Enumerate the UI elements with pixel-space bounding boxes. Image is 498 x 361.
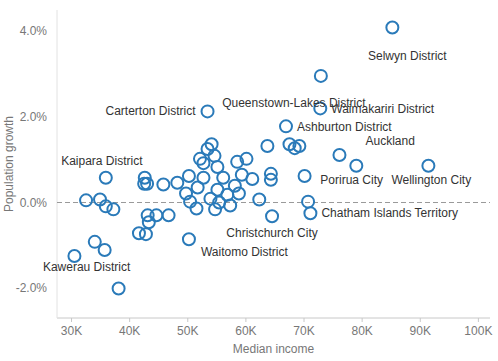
point (265, 168, 277, 180)
point (100, 200, 112, 212)
point (240, 153, 252, 165)
point-label: Waimakariri District (331, 102, 435, 116)
x-tick-label: 40K (119, 324, 140, 338)
point (157, 179, 169, 191)
point (224, 199, 236, 211)
point-label: Christchurch City (226, 226, 317, 240)
point (206, 138, 218, 150)
y-tick-label: 4.0% (20, 24, 48, 38)
chart: 30K 40K 50K 60K 70K 80K 90K 100K -2.0% 0.0% 2.0% 4.… (0, 0, 498, 361)
point-label: Ashburton District (297, 120, 392, 134)
x-tick (71, 318, 72, 322)
point (202, 105, 214, 117)
point (100, 172, 112, 184)
point (266, 210, 278, 222)
point (197, 172, 209, 184)
x-tick-label: 100K (464, 324, 492, 338)
x-tick-label: 60K (235, 324, 256, 338)
chart-container: 30K 40K 50K 60K 70K 80K 90K 100K -2.0% 0.0% 2.0% 4.… (0, 0, 498, 361)
point (315, 70, 327, 82)
point (163, 209, 175, 221)
point (141, 178, 153, 190)
x-tick (245, 318, 246, 322)
point (217, 172, 229, 184)
y-axis-title: Population growth (2, 116, 16, 212)
x-tick (420, 318, 421, 322)
point (253, 194, 265, 206)
point (350, 160, 362, 172)
x-tick (187, 318, 188, 322)
point (209, 150, 221, 162)
point (386, 22, 398, 34)
point (204, 193, 216, 205)
point (261, 140, 273, 152)
point (113, 282, 125, 294)
x-tick-label: 50K (177, 324, 198, 338)
point (246, 173, 258, 185)
x-tick-label: 90K (410, 324, 431, 338)
zero-line (57, 202, 490, 203)
x-tick (478, 318, 479, 322)
point (107, 203, 119, 215)
x-tick-label: 80K (351, 324, 372, 338)
point-label: Wellington City (391, 173, 471, 187)
point (299, 170, 311, 182)
x-tick (362, 318, 363, 322)
point (183, 170, 195, 182)
point-label: Kaipara District (61, 154, 143, 168)
point (80, 194, 92, 206)
point-label: Carterton District (106, 104, 197, 118)
point-label: Waitomo District (201, 245, 289, 259)
x-tick (129, 318, 130, 322)
x-axis-line (57, 318, 490, 319)
x-tick (304, 318, 305, 322)
x-tick-label: 70K (293, 324, 314, 338)
point (304, 207, 316, 219)
point-label: Kawerau District (43, 260, 131, 274)
point (143, 216, 155, 228)
point (190, 202, 202, 214)
point (302, 196, 314, 208)
point (150, 209, 162, 221)
point (171, 177, 183, 189)
y-tick-label: -2.0% (16, 281, 48, 295)
point (280, 120, 292, 132)
point (422, 160, 434, 172)
point (293, 140, 305, 152)
point-label: Porirua City (320, 173, 383, 187)
point (183, 233, 195, 245)
point-label: Auckland (365, 134, 414, 148)
point-label: Chatham Islands Territory (321, 206, 458, 220)
point-label: Selwyn District (368, 49, 447, 63)
y-tick-label: 2.0% (20, 110, 48, 124)
x-axis-title: Median income (233, 342, 315, 356)
point (333, 149, 345, 161)
point (233, 188, 245, 200)
x-tick-label: 30K (61, 324, 82, 338)
y-tick-label: 0.0% (20, 196, 48, 210)
point (140, 228, 152, 240)
point (99, 244, 111, 256)
